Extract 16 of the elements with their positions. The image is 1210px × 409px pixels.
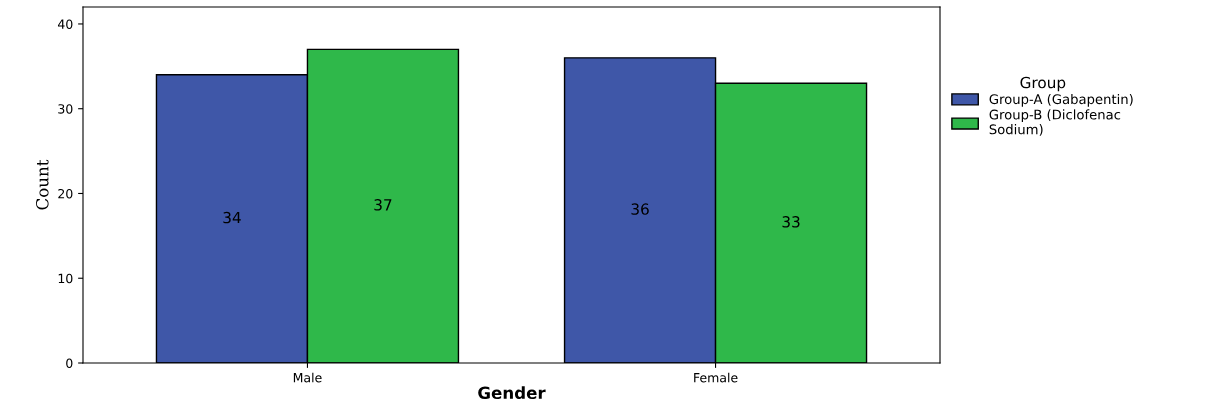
data-label: 34 [223, 211, 241, 224]
data-label: 36 [631, 203, 649, 215]
x-tick-label: Female [694, 372, 738, 383]
legend-title: Group [1020, 76, 1066, 92]
x-tick-label: Male [293, 372, 322, 383]
y-tick-label: 30 [58, 104, 73, 114]
y-axis-title: Count [35, 159, 49, 210]
y-tick-label: 0 [66, 358, 73, 368]
data-label: 37 [374, 199, 392, 211]
legend-label: Group-A (Gabapentin) [989, 93, 1133, 107]
x-axis-title: Gender [478, 386, 546, 400]
y-tick-label: 40 [57, 19, 73, 29]
y-tick-label: 10 [58, 273, 73, 284]
data-label: 33 [782, 216, 800, 228]
legend-label: Group-B (Diclofenac Sodium) [989, 109, 1121, 136]
y-tick-label: 20 [58, 188, 73, 199]
